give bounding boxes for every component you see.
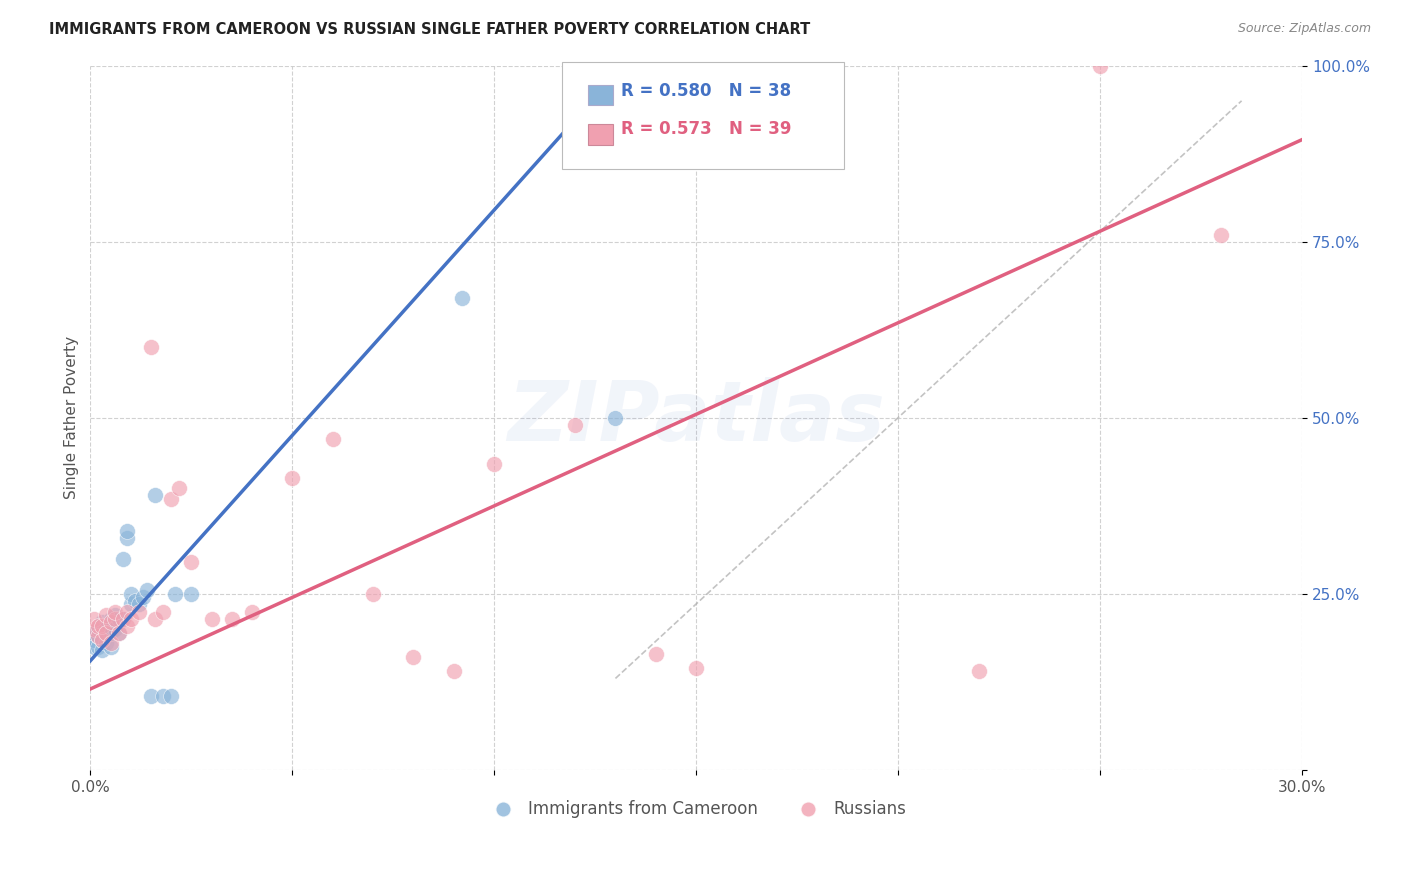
Point bbox=[107, 625, 129, 640]
Point bbox=[111, 611, 134, 625]
Point bbox=[1211, 227, 1233, 242]
Point bbox=[91, 632, 114, 647]
Point bbox=[967, 665, 990, 679]
Point bbox=[100, 640, 122, 654]
Point bbox=[96, 618, 118, 632]
Point bbox=[361, 587, 384, 601]
Point bbox=[240, 605, 263, 619]
Point bbox=[160, 491, 183, 506]
Point bbox=[107, 625, 129, 640]
Point bbox=[160, 689, 183, 703]
Point bbox=[96, 625, 118, 640]
Point bbox=[644, 647, 666, 661]
Point bbox=[100, 615, 122, 629]
Point bbox=[100, 611, 122, 625]
Point bbox=[83, 611, 105, 625]
Point bbox=[87, 640, 110, 654]
Point bbox=[165, 587, 187, 601]
Point bbox=[115, 605, 138, 619]
Legend: Immigrants from Cameroon, Russians: Immigrants from Cameroon, Russians bbox=[479, 794, 912, 825]
Point bbox=[402, 650, 425, 665]
Point bbox=[83, 640, 105, 654]
Point bbox=[484, 457, 506, 471]
Point bbox=[143, 611, 166, 625]
Point bbox=[180, 587, 202, 601]
Point bbox=[96, 636, 118, 650]
Point bbox=[281, 471, 304, 485]
Point bbox=[128, 605, 150, 619]
Point bbox=[152, 605, 174, 619]
Point bbox=[103, 607, 125, 622]
Point bbox=[111, 551, 134, 566]
Point bbox=[132, 591, 155, 605]
Point bbox=[443, 665, 465, 679]
Point bbox=[451, 291, 474, 305]
Point bbox=[96, 625, 118, 640]
Point bbox=[139, 689, 162, 703]
Point bbox=[91, 632, 114, 647]
Point bbox=[96, 607, 118, 622]
Point bbox=[167, 481, 190, 495]
Point bbox=[180, 555, 202, 569]
Point bbox=[103, 605, 125, 619]
Point bbox=[107, 611, 129, 625]
Point bbox=[200, 611, 222, 625]
Point bbox=[87, 629, 110, 643]
Text: IMMIGRANTS FROM CAMEROON VS RUSSIAN SINGLE FATHER POVERTY CORRELATION CHART: IMMIGRANTS FROM CAMEROON VS RUSSIAN SING… bbox=[49, 22, 810, 37]
Text: R = 0.580   N = 38: R = 0.580 N = 38 bbox=[621, 82, 792, 100]
Point bbox=[100, 625, 122, 640]
Point bbox=[103, 611, 125, 625]
Point bbox=[152, 689, 174, 703]
Point bbox=[115, 618, 138, 632]
Text: ZIPatlas: ZIPatlas bbox=[508, 377, 886, 458]
Y-axis label: Single Father Poverty: Single Father Poverty bbox=[65, 336, 79, 500]
Point bbox=[83, 622, 105, 636]
Point bbox=[103, 622, 125, 636]
Point bbox=[605, 410, 627, 425]
Point bbox=[115, 531, 138, 545]
Point bbox=[120, 587, 142, 601]
Point bbox=[135, 583, 157, 598]
Point bbox=[83, 625, 105, 640]
Point bbox=[115, 524, 138, 538]
Point bbox=[685, 661, 707, 675]
Point bbox=[139, 340, 162, 354]
Point bbox=[124, 594, 146, 608]
Point bbox=[221, 611, 243, 625]
Point bbox=[1090, 59, 1112, 73]
Point bbox=[87, 629, 110, 643]
Point bbox=[91, 643, 114, 657]
Point bbox=[128, 598, 150, 612]
Point bbox=[87, 622, 110, 636]
Point bbox=[120, 611, 142, 625]
Point bbox=[564, 417, 586, 432]
Point bbox=[83, 632, 105, 647]
Point bbox=[120, 598, 142, 612]
Point bbox=[91, 622, 114, 636]
Text: R = 0.573   N = 39: R = 0.573 N = 39 bbox=[621, 120, 792, 138]
Point bbox=[87, 618, 110, 632]
Text: Source: ZipAtlas.com: Source: ZipAtlas.com bbox=[1237, 22, 1371, 36]
Point bbox=[143, 488, 166, 502]
Point bbox=[91, 618, 114, 632]
Point bbox=[100, 636, 122, 650]
Point bbox=[322, 432, 344, 446]
Point bbox=[111, 611, 134, 625]
Point bbox=[91, 615, 114, 629]
